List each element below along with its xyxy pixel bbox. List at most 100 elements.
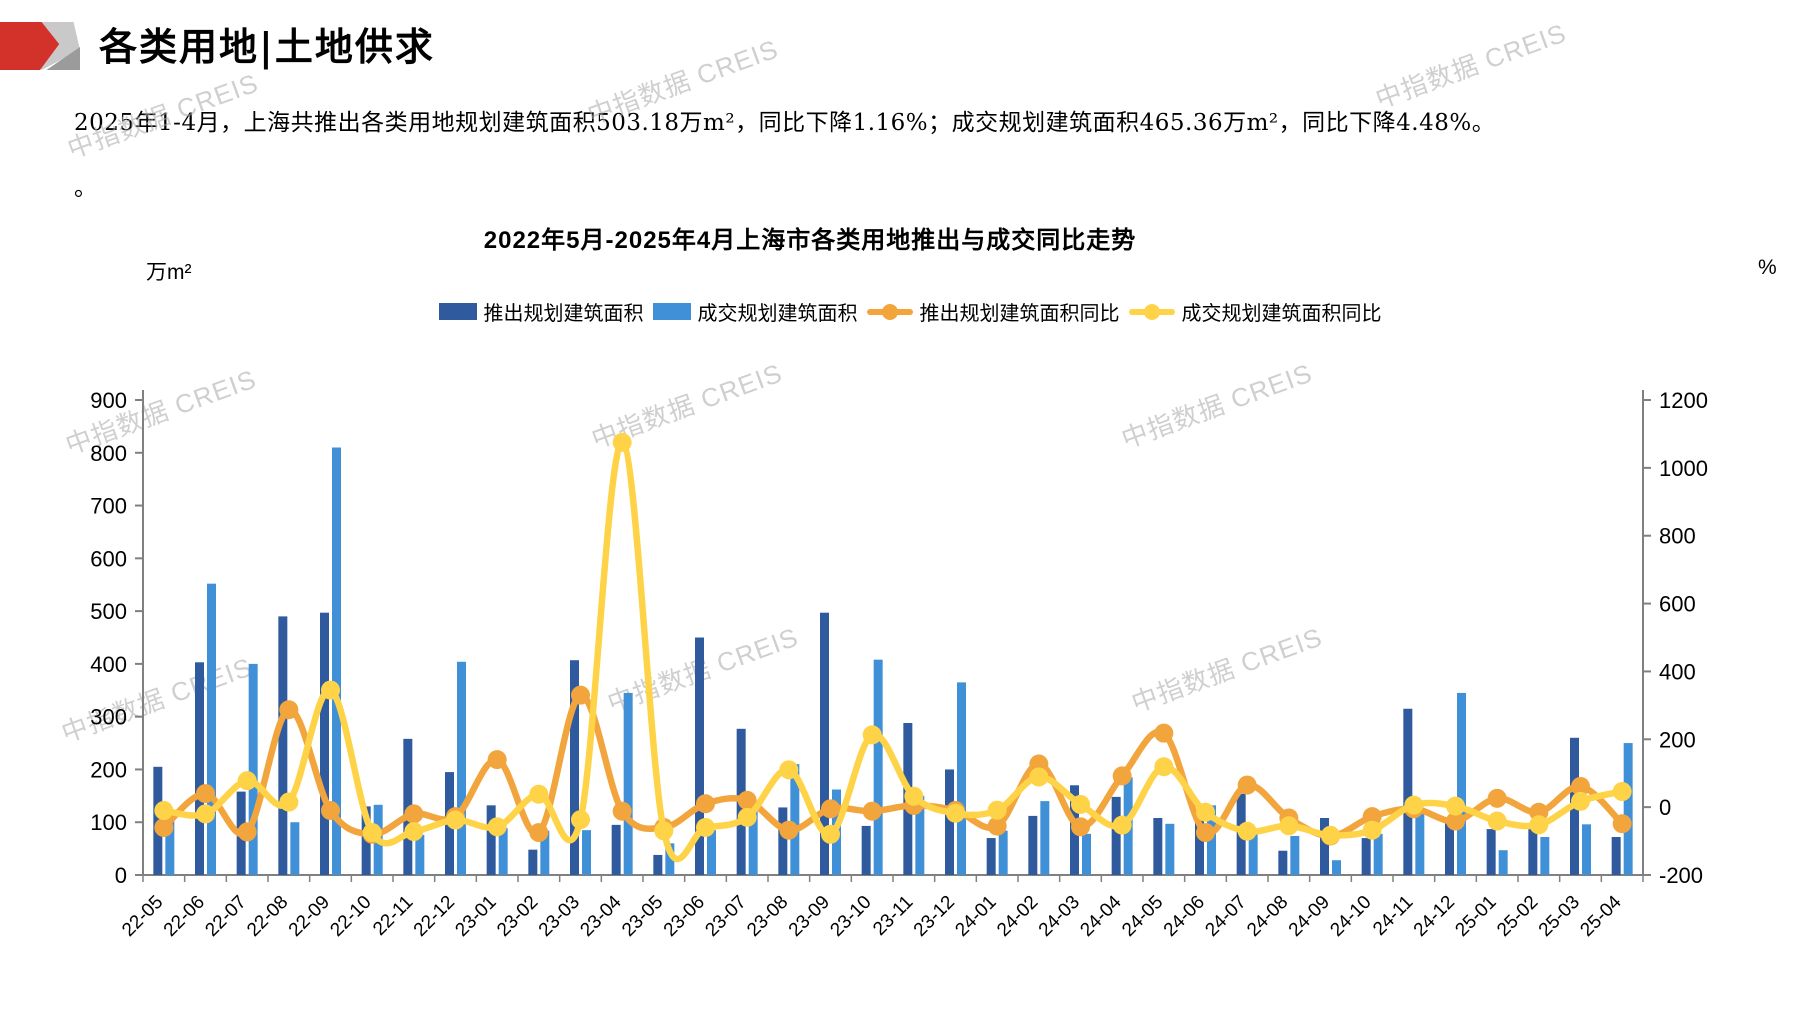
- x-axis-label: 24-11: [1369, 892, 1417, 940]
- x-axis-label: 23-08: [743, 892, 792, 941]
- left-axis-unit-label: 万m²: [146, 261, 192, 284]
- bar-transaction: [1415, 812, 1425, 875]
- bar-transaction: [1165, 823, 1175, 875]
- bar-transaction: [1582, 824, 1591, 875]
- bar-transaction: [873, 659, 883, 875]
- bar-transaction: [790, 764, 800, 875]
- bar-supply: [1153, 818, 1163, 875]
- bar-transaction: [582, 830, 591, 875]
- supply-yoy-point: [696, 794, 715, 814]
- bar-supply: [1445, 819, 1454, 875]
- left-axis-tick-label: 900: [90, 388, 127, 413]
- x-axis-label: 24-04: [1076, 891, 1126, 941]
- bar-transaction: [1290, 835, 1300, 875]
- x-axis-label: 22-11: [369, 892, 417, 940]
- transaction-yoy-point: [1196, 802, 1215, 822]
- supply-yoy-point: [487, 750, 507, 770]
- bar-transaction: [665, 843, 675, 875]
- supply-yoy-point: [571, 685, 590, 705]
- transaction-yoy-point: [779, 760, 799, 780]
- legend-label: 成交规划建筑面积同比: [1181, 303, 1382, 325]
- brand-logo: [0, 22, 80, 70]
- bar-supply: [1403, 708, 1413, 875]
- bar-transaction: [748, 810, 758, 875]
- supply-yoy-point: [1362, 807, 1382, 827]
- supply-yoy-point: [196, 784, 215, 804]
- transaction-yoy-point: [446, 810, 465, 830]
- left-axis-tick-label: 400: [90, 652, 127, 677]
- transaction-yoy-point: [1529, 815, 1549, 835]
- bar-supply: [1111, 796, 1121, 875]
- legend-item-1: 成交规划建筑面积: [652, 297, 858, 326]
- bar-transaction: [957, 682, 966, 875]
- x-axis-label: 23-11: [869, 892, 917, 940]
- transaction-yoy-point: [1112, 815, 1132, 835]
- x-axis-label: 22-05: [118, 892, 167, 941]
- supply-yoy-point: [1154, 723, 1174, 743]
- bar-supply: [945, 769, 954, 875]
- x-axis-label: 24-02: [993, 892, 1042, 941]
- bar-supply: [195, 662, 204, 875]
- supply-yoy-point: [821, 799, 840, 819]
- bar-transaction: [207, 583, 216, 875]
- bar-supply: [1486, 829, 1496, 875]
- right-axis-tick-label: 1000: [1659, 456, 1708, 481]
- watermark: 中指数据 CREIS: [1371, 17, 1571, 115]
- x-axis-label: 22-08: [243, 892, 292, 941]
- legend-label: 推出规划建筑面积同比: [919, 303, 1120, 325]
- bar-transaction: [707, 830, 716, 875]
- transaction-yoy-point: [1029, 767, 1049, 787]
- x-axis-label: 25-03: [1535, 892, 1584, 941]
- bar-transaction: [332, 447, 341, 875]
- transaction-yoy-point: [362, 823, 382, 843]
- combo-chart: 0 100 200 300 400 500 600 700 800 900 -200 0 200 400 6…: [90, 388, 1708, 941]
- transaction-yoy-point: [946, 803, 965, 823]
- bar-supply: [1028, 815, 1038, 875]
- page-title: 各类用地|土地供求: [99, 24, 435, 69]
- transaction-yoy-point: [904, 786, 924, 806]
- transaction-yoy-point: [196, 804, 215, 824]
- bar-transaction: [623, 692, 633, 875]
- bar-supply: [320, 612, 329, 875]
- x-axis-label: 23-01: [451, 892, 500, 941]
- x-axis-label: 22-09: [285, 892, 334, 941]
- bar-supply: [278, 616, 288, 875]
- left-axis-tick-label: 600: [90, 546, 127, 571]
- transaction-yoy-point: [1237, 821, 1257, 841]
- transaction-yoy-point: [1571, 791, 1590, 811]
- transaction-yoy-point: [1446, 796, 1465, 816]
- bar-transaction: [498, 828, 508, 875]
- supply-yoy-point: [154, 818, 174, 837]
- left-axis-tick-label: 100: [90, 810, 127, 835]
- x-axis-label: 22-07: [201, 892, 250, 941]
- bar-transaction: [248, 663, 258, 875]
- x-axis-label: 22-10: [326, 892, 375, 941]
- bar-supply: [1611, 837, 1621, 875]
- bar-transaction: [1457, 692, 1466, 875]
- bar-supply: [1528, 829, 1538, 875]
- transaction-yoy-point: [987, 800, 1007, 820]
- supply-yoy-point: [1196, 823, 1215, 843]
- left-axis-tick-label: 0: [115, 863, 127, 888]
- legend-label: 推出规划建筑面积: [483, 303, 644, 325]
- bar-supply: [653, 854, 663, 875]
- transaction-yoy-point: [862, 725, 882, 745]
- supply-yoy-point: [404, 804, 424, 824]
- x-axis-label: 23-10: [826, 892, 875, 941]
- x-axis-label: 23-07: [701, 892, 750, 941]
- x-axis-label: 23-12: [910, 892, 959, 941]
- right-axis-tick-label: 200: [1659, 727, 1696, 752]
- legend-item-2: 推出规划建筑面积同比: [866, 297, 1120, 326]
- x-axis-label: 24-06: [1160, 892, 1209, 941]
- x-axis-label: 23-09: [785, 892, 834, 941]
- right-axis-tick-label: 1200: [1659, 388, 1708, 413]
- transaction-yoy-point: [1404, 795, 1424, 815]
- bar-transaction: [1332, 860, 1341, 875]
- left-axis-tick-label: 300: [90, 705, 127, 730]
- x-axis-label: 25-04: [1576, 891, 1626, 941]
- bar-supply: [1320, 818, 1329, 875]
- bar-transaction: [1207, 805, 1216, 875]
- summary-text: 2025年1-4月，上海共推出各类用地规划建筑面积503.18万m²，同比下降1…: [74, 110, 1496, 136]
- x-axis-label: 23-04: [576, 891, 626, 941]
- x-axis-label: 24-09: [1285, 892, 1334, 941]
